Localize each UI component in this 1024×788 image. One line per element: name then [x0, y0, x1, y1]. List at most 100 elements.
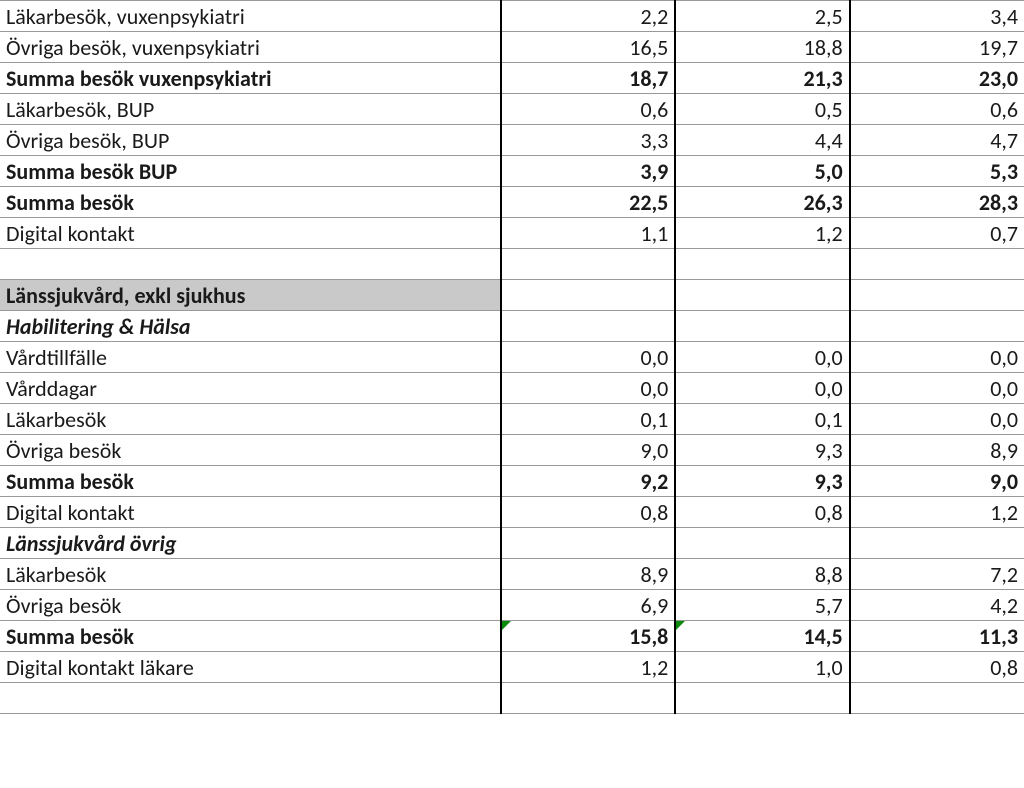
cell-value: 1,0 — [675, 652, 849, 683]
table-row: Övriga besök, vuxenpsykiatri16,518,819,7 — [0, 32, 1024, 63]
cell-value: 23,0 — [850, 63, 1024, 94]
row-label: Övriga besök — [0, 435, 501, 466]
cell-value — [850, 249, 1024, 280]
cell-value: 16,5 — [501, 32, 675, 63]
cell-value: 4,2 — [850, 590, 1024, 621]
cell-value: 0,6 — [501, 94, 675, 125]
cell-value: 22,5 — [501, 187, 675, 218]
cell-value: 9,3 — [675, 435, 849, 466]
cell-value: 3,4 — [850, 1, 1024, 32]
cell-value — [501, 280, 675, 311]
row-label: Läkarbesök — [0, 559, 501, 590]
cell-value: 9,2 — [501, 466, 675, 497]
cell-value: 0,8 — [501, 497, 675, 528]
row-label: Digital kontakt — [0, 497, 501, 528]
table-row: Läkarbesök8,98,87,2 — [0, 559, 1024, 590]
row-label: Summa besök vuxenpsykiatri — [0, 63, 501, 94]
cell-value: 14,5 — [675, 621, 849, 652]
cell-value: 5,3 — [850, 156, 1024, 187]
table-row: Digital kontakt läkare1,21,00,8 — [0, 652, 1024, 683]
cell-value: 26,3 — [675, 187, 849, 218]
cell-value: 19,7 — [850, 32, 1024, 63]
cell-value: 2,5 — [675, 1, 849, 32]
row-label: Övriga besök, vuxenpsykiatri — [0, 32, 501, 63]
cell-value: 0,8 — [850, 652, 1024, 683]
cell-value — [501, 528, 675, 559]
table-row: Övriga besök6,95,74,2 — [0, 590, 1024, 621]
table-row — [0, 249, 1024, 280]
row-label: Vårdtillfälle — [0, 342, 501, 373]
cell-value: 0,0 — [675, 342, 849, 373]
cell-value — [675, 528, 849, 559]
cell-value: 0,5 — [675, 94, 849, 125]
cell-value: 2,2 — [501, 1, 675, 32]
cell-value — [501, 311, 675, 342]
table-row: Läkarbesök, vuxenpsykiatri2,22,53,4 — [0, 1, 1024, 32]
cell-value: 21,3 — [675, 63, 849, 94]
cell-value: 4,7 — [850, 125, 1024, 156]
row-label — [0, 249, 501, 280]
table-row: Läkarbesök0,10,10,0 — [0, 404, 1024, 435]
row-label: Vårddagar — [0, 373, 501, 404]
cell-value: 0,1 — [675, 404, 849, 435]
cell-value: 1,2 — [850, 497, 1024, 528]
cell-value: 0,0 — [675, 373, 849, 404]
row-label: Summa besök — [0, 466, 501, 497]
cell-value: 7,2 — [850, 559, 1024, 590]
row-label: Digital kontakt — [0, 218, 501, 249]
cell-value: 0,0 — [850, 404, 1024, 435]
table-row: Summa besök9,29,39,0 — [0, 466, 1024, 497]
cell-value: 3,3 — [501, 125, 675, 156]
cell-value: 1,2 — [675, 218, 849, 249]
row-label — [0, 683, 501, 714]
row-label: Digital kontakt läkare — [0, 652, 501, 683]
table-row — [0, 683, 1024, 714]
cell-value: 8,8 — [675, 559, 849, 590]
row-label: Summa besök — [0, 621, 501, 652]
data-table: Läkarbesök, vuxenpsykiatri2,22,53,4Övrig… — [0, 0, 1024, 714]
table-row: Summa besök15,814,511,3 — [0, 621, 1024, 652]
cell-value — [850, 280, 1024, 311]
row-label: Summa besök BUP — [0, 156, 501, 187]
table-row: Habilitering & Hälsa — [0, 311, 1024, 342]
table-row: Övriga besök9,09,38,9 — [0, 435, 1024, 466]
row-label: Läkarbesök — [0, 404, 501, 435]
cell-value: 0,8 — [675, 497, 849, 528]
cell-value: 0,6 — [850, 94, 1024, 125]
table-row: Summa besök BUP3,95,05,3 — [0, 156, 1024, 187]
cell-value — [850, 528, 1024, 559]
cell-value: 5,0 — [675, 156, 849, 187]
cell-value: 4,4 — [675, 125, 849, 156]
cell-value: 0,0 — [501, 342, 675, 373]
row-label: Övriga besök — [0, 590, 501, 621]
cell-value: 9,0 — [850, 466, 1024, 497]
row-label: Läkarbesök, vuxenpsykiatri — [0, 1, 501, 32]
cell-value — [675, 280, 849, 311]
cell-value — [675, 311, 849, 342]
cell-value — [501, 683, 675, 714]
cell-value: 8,9 — [850, 435, 1024, 466]
cell-value — [850, 311, 1024, 342]
cell-value: 9,0 — [501, 435, 675, 466]
cell-value: 0,0 — [850, 373, 1024, 404]
table-row: Övriga besök, BUP3,34,44,7 — [0, 125, 1024, 156]
cell-value — [850, 683, 1024, 714]
cell-value: 9,3 — [675, 466, 849, 497]
cell-value: 0,0 — [850, 342, 1024, 373]
cell-value: 1,2 — [501, 652, 675, 683]
row-label: Länssjukvård övrig — [0, 528, 501, 559]
table-row: Vårddagar0,00,00,0 — [0, 373, 1024, 404]
cell-value — [675, 249, 849, 280]
row-label: Länssjukvård, exkl sjukhus — [0, 280, 501, 311]
table-row: Länssjukvård övrig — [0, 528, 1024, 559]
table-row: Summa besök vuxenpsykiatri18,721,323,0 — [0, 63, 1024, 94]
cell-value: 5,7 — [675, 590, 849, 621]
cell-value: 1,1 — [501, 218, 675, 249]
cell-value: 11,3 — [850, 621, 1024, 652]
cell-value: 6,9 — [501, 590, 675, 621]
cell-value: 0,7 — [850, 218, 1024, 249]
row-label: Läkarbesök, BUP — [0, 94, 501, 125]
row-label: Övriga besök, BUP — [0, 125, 501, 156]
cell-value: 28,3 — [850, 187, 1024, 218]
row-label: Habilitering & Hälsa — [0, 311, 501, 342]
